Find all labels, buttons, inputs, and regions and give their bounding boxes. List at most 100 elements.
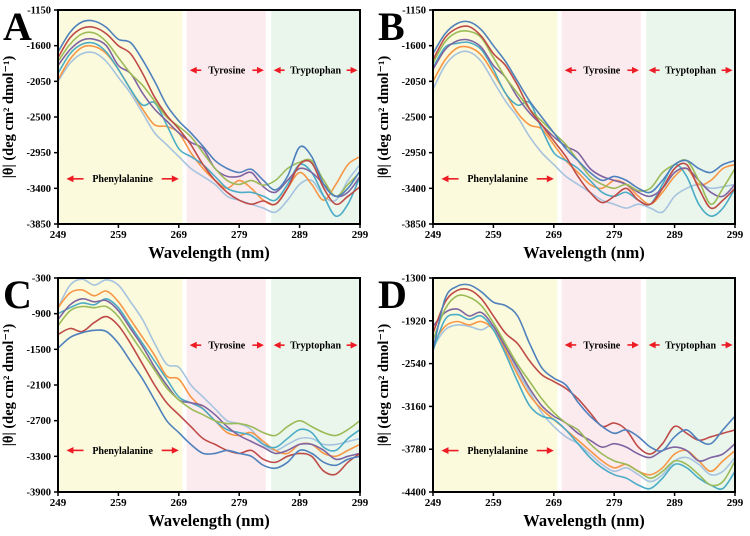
arrowhead-right-icon [171,175,179,183]
annotation-arrow-tyrosine: Tyrosine [189,66,264,77]
region-arrow-label: Tyrosine [208,66,245,77]
curve-green [58,305,360,437]
y-tick-label: -1300 [402,274,427,285]
x-axis-title: Wavelength (nm) [148,511,269,530]
panel-b-chart: 249 259 269 279 289 299 -1150 -1600 -2050 -2500 -2… [376,4,744,262]
curve-teal [58,297,360,452]
annotation-arrow-tryptophan: Tryptophan [648,340,733,351]
x-tick-label: 249 [50,229,67,241]
curve-light-blue [433,323,735,483]
region-arrow-label: Phenylalanine [467,446,528,457]
y-tick-label: -300 [32,274,51,285]
annotation-arrow-tyrosine: Tyrosine [564,66,639,77]
y-tick-label: -3300 [27,452,52,463]
panel-a: 249 259 269 279 289 299 -1150 -1600 -2050 -2500 -2… [0,0,375,268]
y-tick-label: -1500 [27,345,52,356]
x-tick-label: 249 [425,229,442,241]
panel-letter: C [3,272,32,317]
annotation-arrow-tyrosine: Tyrosine [564,340,639,351]
y-tick-label: -2500 [402,113,427,124]
y-tick-label: -1920 [402,316,427,327]
y-axis-title: |θ| (deg cm² dmol⁻¹) [1,56,17,179]
x-axis-title: Wavelength (nm) [523,511,644,530]
curves-group [58,19,360,218]
annotation-arrow-phenylalanine: Phenylalanine [441,446,554,457]
panel-letter: A [3,4,32,49]
curve-orange [58,44,360,206]
x-axis-title: Wavelength (nm) [148,243,269,262]
region-arrow-label: Tyrosine [583,66,620,77]
region-arrow-label: Tyrosine [583,340,620,351]
y-tick-label: -2950 [402,148,427,159]
arrowhead-left-icon [441,447,449,454]
curve-light-blue [433,50,735,214]
x-tick-label: 269 [171,229,188,241]
x-tick-label: 299 [727,229,744,241]
x-tick-label: 279 [606,229,623,241]
x-tick-label: 249 [425,497,442,509]
annotation-arrow-phenylalanine: Phenylalanine [66,174,179,185]
y-tick-label: -2050 [27,77,52,88]
panel-a-chart: 249 259 269 279 289 299 -1150 -1600 -2050 -2500 -2… [1,4,369,262]
plot-frame [432,277,736,493]
region-arrow-label: Tryptophan [665,66,716,77]
y-tick-label: -2500 [27,113,52,124]
y-tick-label: -900 [32,309,51,320]
x-tick-label: 289 [666,229,683,241]
y-tick-label: -1150 [402,6,426,17]
x-tick-label: 299 [352,497,369,509]
panel-d: 249 259 269 279 289 299 -1300 -1920 -2540 -3160 -3… [375,268,750,536]
curve-blue [58,19,360,198]
x-tick-label: 289 [291,229,308,241]
region-tyrosine [186,279,266,491]
y-axis-title: |θ| (deg cm² dmol⁻¹) [376,324,392,447]
arrowhead-left-icon [273,66,281,74]
region-arrow-label: Tryptophan [290,341,341,352]
y-tick-label: -4400 [402,488,427,499]
arrowhead-right-icon [256,341,264,349]
curve-purple [58,37,360,198]
panel-c: 249 259 269 279 289 299 -300 -900 -1500 -2100 -270… [0,268,375,536]
x-tick-label: 299 [352,229,369,241]
annotation-arrow-tyrosine: Tyrosine [189,341,264,352]
y-tick-label: -1600 [402,41,427,52]
curve-red [433,25,735,210]
region-tyrosine [561,279,641,491]
arrowhead-right-icon [546,447,554,454]
x-tick-label: 299 [727,497,744,509]
arrowhead-left-icon [564,66,572,74]
curves-group [433,20,735,217]
curve-light-blue [58,278,360,452]
arrowhead-left-icon [564,341,572,349]
curve-purple [58,297,360,461]
x-tick-label: 279 [231,497,248,509]
region-arrow-label: Tyrosine [208,341,245,352]
arrowhead-left-icon [441,175,449,183]
arrowhead-right-icon [725,341,733,349]
arrowhead-right-icon [256,66,264,74]
y-axis-title: |θ| (deg cm² dmol⁻¹) [1,324,17,447]
arrowhead-left-icon [189,341,197,349]
region-arrow-label: Phenylalanine [92,174,153,185]
curve-red [58,315,360,476]
panel-letter: D [378,272,407,317]
y-tick-label: -3850 [27,220,52,231]
x-tick-label: 249 [50,497,67,509]
arrowhead-right-icon [631,341,639,349]
arrowhead-right-icon [350,341,358,349]
region-arrow-label: Tryptophan [665,340,716,351]
curves-group [58,278,360,476]
region-arrow-label: Tryptophan [290,66,341,77]
y-tick-label: -2540 [402,359,427,370]
y-tick-label: -3400 [402,184,427,195]
y-tick-label: -3780 [402,445,427,456]
curve-green [433,294,735,487]
curve-red [58,26,360,206]
annotation-arrow-tryptophan: Tryptophan [648,66,733,77]
x-tick-label: 269 [546,229,563,241]
region-arrow-label: Phenylalanine [92,446,153,457]
arrowhead-left-icon [648,341,656,349]
curve-purple [433,38,735,198]
y-tick-label: -3900 [27,488,52,499]
